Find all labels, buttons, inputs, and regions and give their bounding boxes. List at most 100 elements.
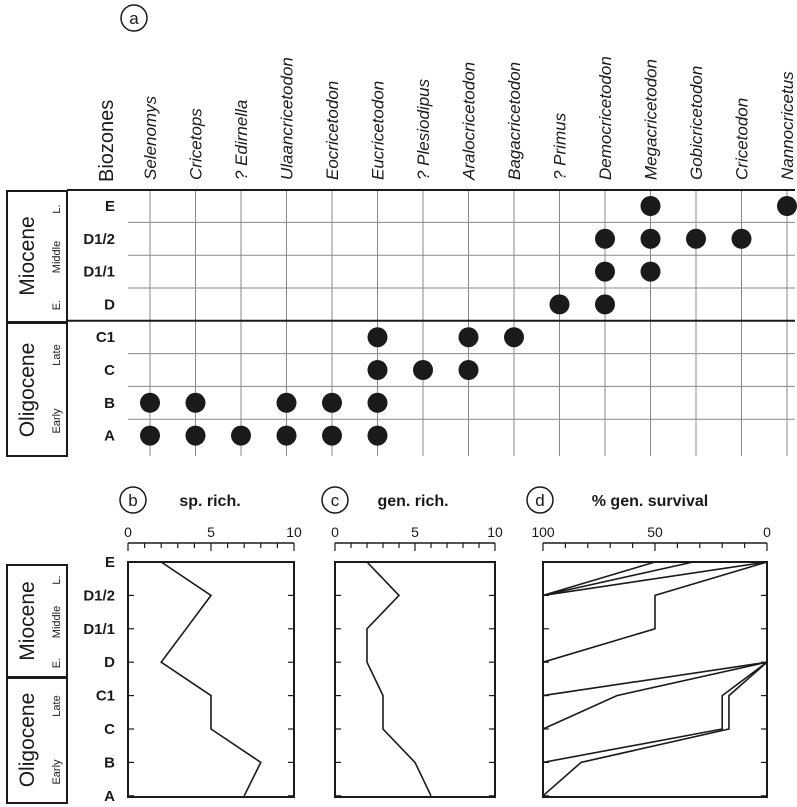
zone-label-d1-2: D1/2 [83, 231, 115, 248]
plot-zone-label-c1: C1 [96, 688, 115, 705]
occurrence-aralocricetodon-c [458, 360, 479, 380]
survival-cohort-line-2 [542, 561, 694, 597]
genus-label-megacricetodon: Megacricetodon [642, 59, 661, 180]
x-tick-label-0: 0 [124, 524, 132, 540]
sub-early-miocene-b: E. [51, 658, 63, 668]
sub-early-oligocene-b: Early [51, 759, 63, 785]
genus-label-cricetodon: Cricetodon [733, 98, 752, 180]
x-tick-label-10: 10 [286, 524, 302, 540]
zone-label-b: B [104, 395, 115, 412]
genus-label-selenomys: Selenomys [141, 95, 160, 180]
x-tick-label-100: 100 [531, 524, 555, 540]
epoch-box-table: Miocene Oligocene L. Middle E. Late Earl… [6, 190, 68, 457]
occurrence-democricetodon-d1-2 [595, 228, 615, 249]
genus-label-bagacricetodon: Bagacricetodon [505, 62, 524, 180]
zone-label-d: D [104, 296, 115, 313]
occurrence-plesiodipus-c [413, 360, 433, 380]
zone-label-e: E [105, 198, 115, 215]
genus-richness-line [366, 561, 432, 797]
biozones-header: Biozones [96, 100, 118, 182]
sub-late-miocene-a: L. [51, 204, 63, 213]
survival-cohort-line-1 [542, 561, 656, 597]
survival-cohort-line-7 [542, 661, 768, 764]
x-tick-label-5: 5 [207, 524, 215, 540]
sub-late-miocene-b: L. [51, 575, 63, 584]
epoch-box-plots: Miocene Oligocene L. Middle E. Late Earl… [6, 564, 68, 804]
occurrence-ulaancricetodon-b [276, 392, 297, 413]
genus-label-eocricetodon: Eocricetodon [323, 81, 342, 180]
occurrence-eucricetodon-c [367, 360, 388, 380]
occurrence-eucricetodon-a [367, 425, 388, 446]
occurrence-eocricetodon-a [322, 425, 342, 446]
title-genus-survival: % gen. survival [592, 493, 709, 510]
occurrence-megacricetodon-d1-2 [640, 228, 661, 249]
panel-label-d: d [526, 486, 554, 514]
zone-label-a: A [104, 428, 115, 445]
plot-zone-label-a: A [104, 788, 115, 805]
epoch-oligocene-b: Oligocene [16, 693, 39, 788]
occurrence-selenomys-b [140, 392, 160, 413]
occurrence-aralocricetodon-c1 [458, 327, 479, 348]
x-tick-label-5: 5 [411, 524, 419, 540]
x-tick-label-50: 50 [647, 524, 663, 540]
occurrence-democricetodon-d1-1 [595, 261, 615, 282]
title-genus-richness: gen. rich. [377, 493, 448, 510]
panel-genus-survival: 100 50 0 [531, 524, 771, 798]
occurrence-dots [140, 196, 797, 446]
occurrence-edirnella-a [231, 425, 251, 446]
occurrence-eucricetodon-b [367, 392, 388, 413]
zone-labels-table: E D1/2 D1/1 D C1 CBA [83, 198, 115, 445]
occurrence-selenomys-a [140, 425, 160, 446]
occurrence-democricetodon-d [595, 294, 615, 315]
sub-middle-miocene-a: Middle [51, 241, 63, 273]
occurrence-megacricetodon-d1-1 [640, 261, 661, 282]
genus-label-eucricetodon: Eucricetodon [369, 81, 388, 180]
plot-zone-label-d1-2: D1/2 [83, 587, 115, 604]
plot-zone-label-c: C [104, 721, 115, 738]
plot-frame [334, 561, 496, 798]
panel-label-c: c [321, 486, 349, 514]
genus-label-gobicricetodon: Gobicricetodon [687, 66, 706, 180]
survival-cohort-line-8 [542, 661, 768, 797]
genus-label-cricetops: Cricetops [187, 108, 206, 180]
occurrence-cricetops-b [185, 392, 206, 413]
panel-genus-richness: 0 5 10 [331, 524, 503, 798]
x-tick-label-0: 0 [763, 524, 771, 540]
svg-text:c: c [331, 491, 340, 510]
occurrence-bagacricetodon-c1 [504, 327, 524, 348]
plot-zone-label-b: B [104, 754, 115, 771]
svg-text:d: d [535, 491, 544, 510]
occurrence-primus-d [549, 294, 570, 315]
epoch-miocene-b: Miocene [16, 581, 39, 660]
epoch-miocene-a: Miocene [16, 216, 39, 295]
sub-middle-miocene-b: Middle [51, 606, 63, 638]
zone-label-d1-1: D1/1 [83, 264, 115, 281]
zone-label-c1: C1 [96, 329, 115, 346]
genus-label-democricetodon: Democricetodon [596, 56, 615, 180]
epoch-oligocene-a: Oligocene [16, 343, 39, 438]
sub-late-oligocene-a: Late [51, 344, 63, 365]
genus-labels: Selenomys Cricetops ? Edirnella Ulaancricet… [141, 56, 797, 181]
plot-zone-label-d1-1: D1/1 [83, 621, 115, 638]
species-richness-line [160, 561, 262, 797]
svg-text:b: b [128, 491, 137, 510]
panel-label-b: b [119, 486, 147, 514]
sub-late-oligocene-b: Late [51, 695, 63, 716]
genus-label-primus: ? Primus [551, 112, 570, 180]
genus-label-edirnella: ? Edirnella [232, 100, 251, 180]
genus-label-aralocricetodon: Aralocricetodon [460, 62, 479, 181]
survival-cohort-line-6 [542, 661, 768, 730]
panel-label-a: a [120, 4, 148, 32]
occurrence-ulaancricetodon-a [276, 425, 297, 446]
genus-label-plesiodipus: ? Plesiodipus [414, 78, 433, 180]
panel-species-richness: 0 5 10 [124, 524, 302, 798]
x-tick-label-10: 10 [487, 524, 503, 540]
occurrence-cricetodon-d1-2 [731, 228, 752, 249]
occurrence-eocricetodon-b [322, 392, 342, 413]
x-tick-label-0: 0 [331, 524, 339, 540]
svg-text:a: a [129, 9, 139, 28]
plot-frame [127, 561, 295, 798]
sub-early-miocene-a: E. [51, 300, 63, 310]
genus-label-nannocricetus: Nannocricetus [778, 71, 797, 180]
